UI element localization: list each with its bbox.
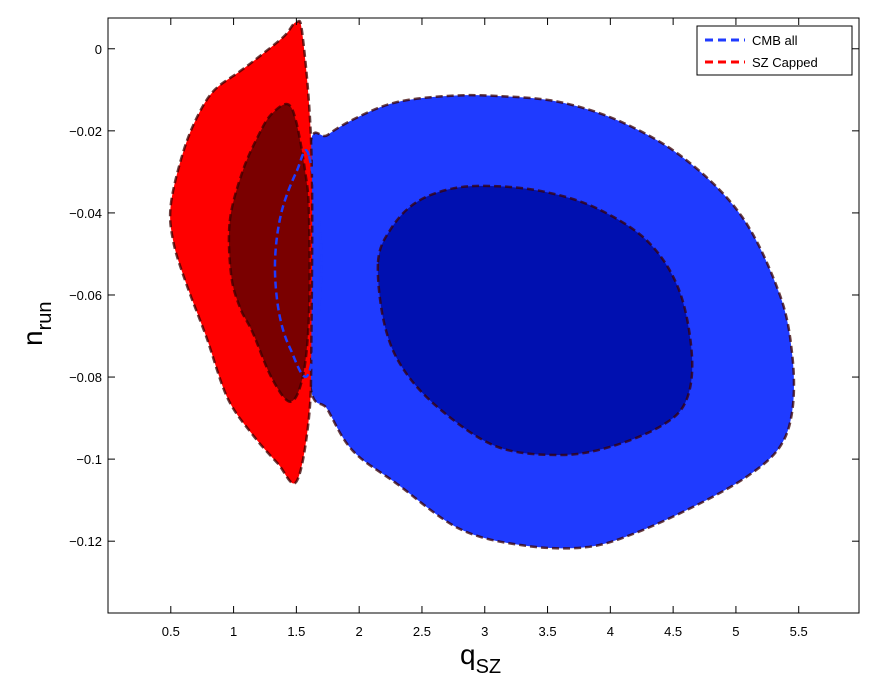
y-tick-label: −0.06 xyxy=(69,288,102,303)
legend-box xyxy=(696,25,853,76)
y-tick-label: 0 xyxy=(95,42,102,57)
contour-sz-capped-95-outline xyxy=(168,19,314,485)
y-axis-title: nrun xyxy=(17,302,56,346)
x-tick-label: 0.5 xyxy=(162,624,180,639)
x-axis-title-sub: SZ xyxy=(476,656,502,678)
y-tick-label: −0.12 xyxy=(69,534,102,549)
x-axis-title: qSZ xyxy=(460,639,501,678)
y-axis-title-sub: run xyxy=(34,302,56,331)
x-tick-label: 5.5 xyxy=(790,624,808,639)
x-tick-label: 1 xyxy=(230,624,237,639)
legend-label-cmb-all: CMB all xyxy=(752,33,798,48)
legend: CMB all SZ Capped xyxy=(696,25,853,76)
x-tick-label: 4 xyxy=(607,624,614,639)
y-axis-title-main: n xyxy=(17,330,48,346)
y-tick-label: −0.1 xyxy=(76,452,102,467)
contour-cmb-all-68-outline xyxy=(376,184,694,457)
x-tick-label: 2.5 xyxy=(413,624,431,639)
contour-cmb-all-95-outline xyxy=(305,93,796,550)
contour-regions xyxy=(168,19,796,550)
y-tick-label: −0.08 xyxy=(69,370,102,385)
x-tick-label: 5 xyxy=(732,624,739,639)
axis-ticks: 0.5 1 1.5 2 2.5 3 3.5 4 4.5 5 5.5 0 −0.02 −0.04 −0.06 −… xyxy=(69,18,859,639)
y-tick-label: −0.02 xyxy=(69,124,102,139)
contour-sz-capped-68-fill xyxy=(228,104,310,402)
x-tick-label: 2 xyxy=(356,624,363,639)
contour-cmb-all-95-hidden-edge xyxy=(273,149,323,378)
x-tick-label: 3.5 xyxy=(539,624,557,639)
x-tick-label: 3 xyxy=(481,624,488,639)
axes-frame xyxy=(107,17,860,614)
contour-sz-capped-68-outline xyxy=(227,102,311,403)
contour-cmb-all-68-fill xyxy=(377,185,693,455)
legend-label-sz-capped: SZ Capped xyxy=(752,55,818,70)
x-tick-label: 1.5 xyxy=(287,624,305,639)
y-tick-label: −0.04 xyxy=(69,206,102,221)
x-axis-title-main: q xyxy=(460,639,476,670)
x-tick-label: 4.5 xyxy=(664,624,682,639)
